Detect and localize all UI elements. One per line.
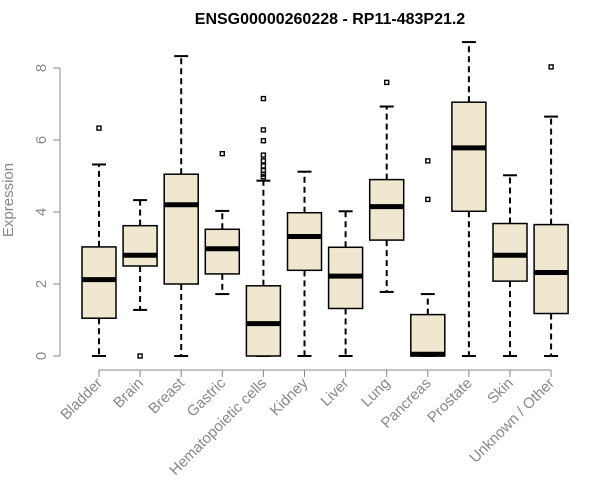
box-group: [327, 210, 364, 357]
outlier-point: [260, 95, 267, 102]
y-tick-label: 2: [33, 280, 50, 288]
outlier-point: [260, 174, 267, 180]
x-tick-label: Breast: [145, 374, 188, 417]
box-group: [451, 41, 487, 357]
box: [492, 222, 528, 282]
y-axis-label: Expression: [0, 163, 17, 237]
box-group: [492, 174, 528, 357]
outlier-point: [137, 353, 143, 359]
x-tick-label: Prostate: [424, 375, 476, 427]
box-group: [533, 64, 569, 357]
chart-title: ENSG00000260228 - RP11-483P21.2: [195, 11, 466, 28]
box-group: [245, 95, 282, 357]
outlier-point: [260, 152, 267, 158]
box: [451, 101, 487, 213]
box-group: [81, 125, 117, 357]
x-tick-label: Lung: [358, 375, 394, 411]
plot-area: [81, 41, 569, 359]
x-tick-label: Bladder: [57, 375, 106, 424]
x-tick-label: Kidney: [267, 374, 312, 419]
outlier-point: [260, 127, 267, 133]
box-group: [204, 150, 241, 296]
y-tick-label: 6: [33, 136, 50, 144]
box: [204, 228, 241, 275]
x-tick-label: Liver: [317, 375, 352, 410]
box: [122, 224, 158, 267]
box-group: [286, 170, 323, 357]
box: [81, 246, 117, 319]
outlier-point: [260, 158, 267, 164]
y-tick-label: 4: [33, 208, 50, 216]
outlier-point: [219, 150, 226, 157]
box: [245, 285, 282, 357]
y-axis: 0 2 4 6 8: [33, 64, 61, 360]
y-tick-label: 8: [33, 64, 50, 72]
box: [163, 173, 199, 285]
x-tick-label: Brain: [110, 375, 147, 412]
y-tick-label: 0: [33, 352, 50, 360]
x-tick-label: Skin: [484, 375, 517, 408]
box-group: [122, 199, 158, 359]
box-group: [410, 158, 446, 357]
outlier-point: [548, 64, 554, 70]
outlier-point: [260, 163, 267, 169]
outlier-point: [425, 158, 431, 164]
outlier-point: [384, 79, 390, 86]
outlier-point: [96, 125, 102, 131]
box-group: [163, 55, 199, 357]
outlier-point: [260, 138, 267, 144]
outlier-point: [425, 196, 431, 203]
box: [410, 313, 446, 357]
box: [533, 223, 569, 315]
box: [286, 211, 323, 272]
box: [368, 178, 405, 241]
box-group: [368, 79, 405, 293]
